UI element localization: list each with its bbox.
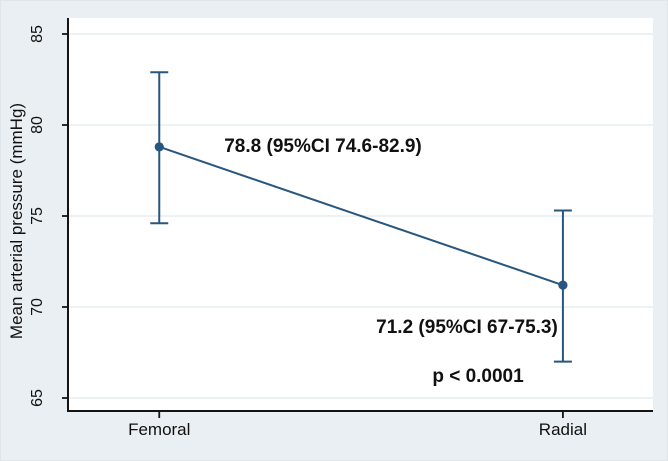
y-tick-label: 85 (29, 25, 46, 43)
annotation-radial-value: 71.2 (95%CI 67-75.3) (376, 317, 558, 338)
plot-background (68, 18, 653, 411)
data-point-marker (558, 280, 568, 290)
data-point-marker (154, 142, 164, 152)
x-category-label: Femoral (128, 420, 191, 439)
axes (67, 18, 653, 412)
annotation-femoral-value: 78.8 (95%CI 74.6-82.9) (224, 136, 422, 157)
y-axis-title: Mean arterial pressure (mmHg) (7, 102, 26, 340)
y-tick-label: 65 (29, 389, 46, 407)
y-tick-label: 75 (29, 207, 46, 225)
x-category-label: Radial (538, 420, 588, 439)
series-line (158, 145, 564, 287)
annotation-p-value: p < 0.0001 (432, 366, 524, 387)
y-tick-label: 80 (29, 116, 46, 134)
y-tick-label: 70 (29, 298, 46, 316)
